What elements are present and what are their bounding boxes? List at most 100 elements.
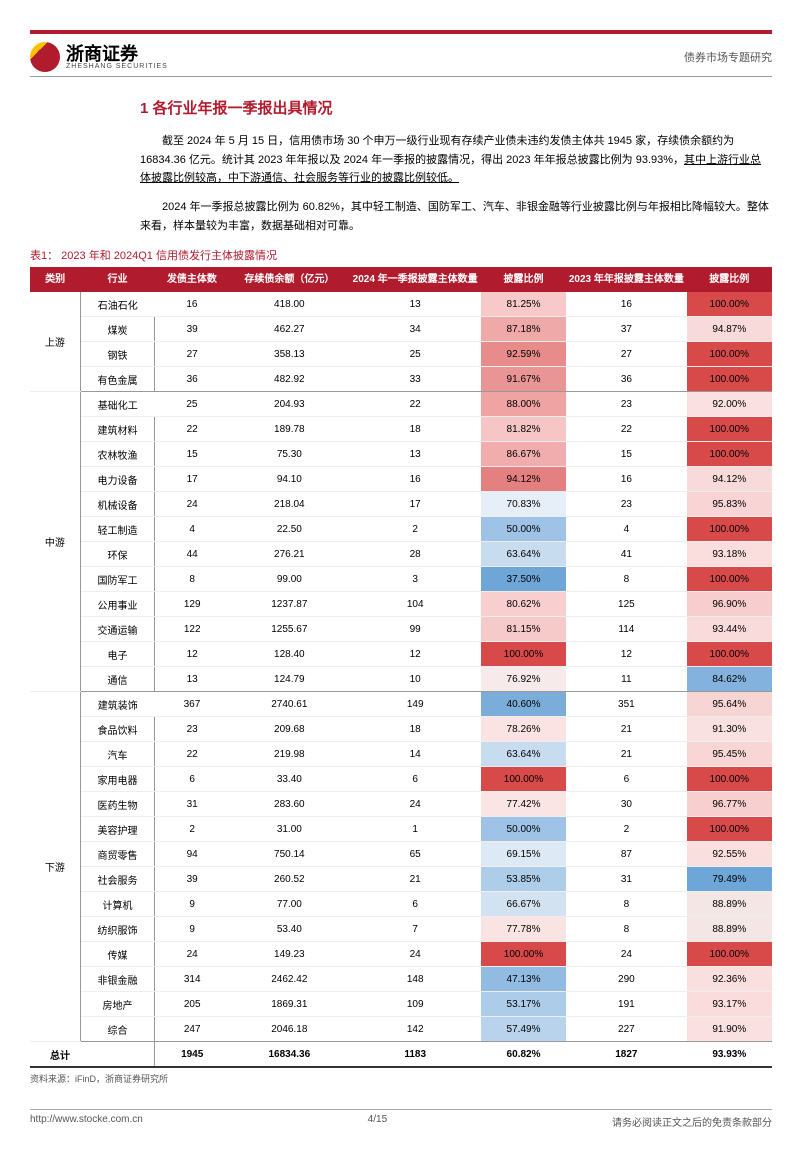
cell: 39 [155,867,229,892]
cell: 95.45% [687,742,772,767]
cell: 418.00 [229,292,349,317]
cell: 94.12% [687,467,772,492]
cell: 95.83% [687,492,772,517]
table-row: 纺织服饰953.40777.78%888.89% [30,917,772,942]
table-row: 社会服务39260.522153.85%3179.49% [30,867,772,892]
cell: 81.15% [481,617,566,642]
cell: 33.40 [229,767,349,792]
cell: 31 [566,867,686,892]
table-row: 房地产2051869.3110953.17%19193.17% [30,992,772,1017]
cell: 53.17% [481,992,566,1017]
cell: 191 [566,992,686,1017]
cell: 21 [566,717,686,742]
cell: 314 [155,967,229,992]
cell: 34 [350,317,481,342]
cell: 129 [155,592,229,617]
col-header: 行业 [80,267,154,292]
cell: 94 [155,842,229,867]
cell: 100.00% [687,292,772,317]
table-row: 美容护理231.00150.00%2100.00% [30,817,772,842]
cell: 95.64% [687,692,772,717]
category-cell: 上游 [30,292,80,392]
cell: 100.00% [687,442,772,467]
table-row: 交通运输1221255.679981.15%11493.44% [30,617,772,642]
col-header: 类别 [30,267,80,292]
cell: 142 [350,1017,481,1042]
cell: 建筑材料 [80,417,154,442]
col-header: 2024 年一季报披露主体数量 [350,267,481,292]
table-row: 汽车22219.981463.64%2195.45% [30,742,772,767]
cell: 148 [350,967,481,992]
cell: 77.42% [481,792,566,817]
cell: 96.90% [687,592,772,617]
logo-icon [30,42,60,72]
cell: 79.49% [687,867,772,892]
cell: 99.00 [229,567,349,592]
cell: 农林牧渔 [80,442,154,467]
cell: 219.98 [229,742,349,767]
cell: 基础化工 [80,392,154,417]
col-header: 披露比例 [687,267,772,292]
cell: 44 [155,542,229,567]
total-row: 总计194516834.36118360.82%182793.93% [30,1042,772,1068]
cell: 1827 [566,1042,686,1068]
cell: 7 [350,917,481,942]
cell: 2 [155,817,229,842]
cell: 纺织服饰 [80,917,154,942]
cell: 12 [566,642,686,667]
category-cell: 下游 [30,692,80,1042]
cell: 2 [566,817,686,842]
cell: 57.49% [481,1017,566,1042]
cell: 电子 [80,642,154,667]
cell: 15 [566,442,686,467]
col-header: 存续债余额（亿元） [229,267,349,292]
cell: 2046.18 [229,1017,349,1042]
cell: 16 [155,292,229,317]
cell: 96.77% [687,792,772,817]
cell: 81.82% [481,417,566,442]
table-row: 国防军工899.00337.50%8100.00% [30,567,772,592]
cell: 50.00% [481,517,566,542]
logo: 浙商证券 ZHESHANG SECURITIES [30,42,168,72]
cell: 13 [350,442,481,467]
cell: 31.00 [229,817,349,842]
cell: 100.00% [687,642,772,667]
cell: 92.36% [687,967,772,992]
cell: 8 [566,567,686,592]
table-caption: 表1： 2023 年和 2024Q1 信用债发行主体披露情况 [30,247,772,263]
cell: 93.93% [687,1042,772,1068]
cell: 88.00% [481,392,566,417]
cell: 77.00 [229,892,349,917]
cell: 汽车 [80,742,154,767]
cell: 60.82% [481,1042,566,1068]
cell: 36 [155,367,229,392]
table-row: 环保44276.212863.64%4193.18% [30,542,772,567]
cell: 4 [566,517,686,542]
cell: 227 [566,1017,686,1042]
cell: 23 [566,392,686,417]
page-footer: http://www.stocke.com.cn 4/15 请务必阅读正文之后的… [30,1109,772,1129]
cell: 36 [566,367,686,392]
col-header: 披露比例 [481,267,566,292]
footer-disclaimer: 请务必阅读正文之后的免责条款部分 [612,1114,772,1129]
cell: 209.68 [229,717,349,742]
cell: 通信 [80,667,154,692]
cell: 4 [155,517,229,542]
cell: 25 [350,342,481,367]
cell: 91.90% [687,1017,772,1042]
cell: 27 [155,342,229,367]
cell: 100.00% [687,767,772,792]
cell: 22.50 [229,517,349,542]
cell: 80.62% [481,592,566,617]
cell: 25 [155,392,229,417]
cell: 社会服务 [80,867,154,892]
cell: 100.00% [481,767,566,792]
cell: 17 [350,492,481,517]
cell: 351 [566,692,686,717]
cell: 260.52 [229,867,349,892]
cell: 9 [155,892,229,917]
cell: 114 [566,617,686,642]
cell: 70.83% [481,492,566,517]
cell: 100.00% [687,567,772,592]
cell: 24 [566,942,686,967]
